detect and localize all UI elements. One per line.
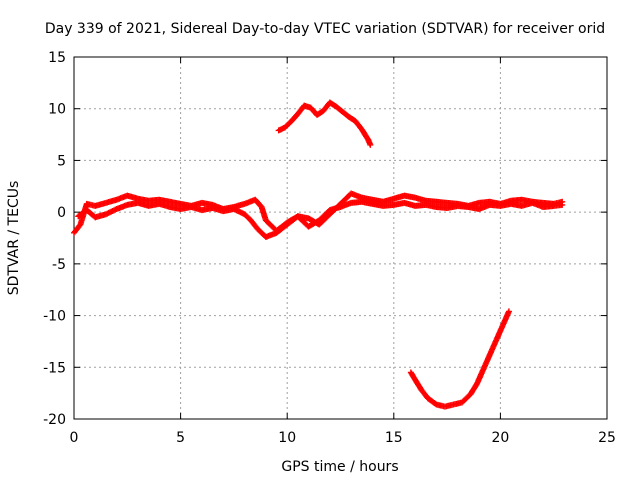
- y-tick-label: -5: [52, 257, 66, 273]
- series-upper-segment: [275, 99, 374, 148]
- y-axis-label: SDTVAR / TECUs: [6, 181, 22, 296]
- x-axis-label: GPS time / hours: [281, 459, 398, 475]
- x-tick-label: 25: [598, 430, 616, 446]
- x-tick-label: 15: [385, 430, 403, 446]
- y-tick-label: -20: [43, 412, 66, 428]
- y-tick-label: 10: [48, 102, 66, 118]
- data-point: [367, 141, 374, 148]
- x-tick-label: 0: [70, 430, 79, 446]
- series-near-zero-band-B: [75, 198, 566, 240]
- x-tick-label: 20: [491, 430, 509, 446]
- axis-ticks: 0 5 10 15 20 25 -20 -15 -10 -5 0 5 10 15: [43, 50, 616, 446]
- y-tick-label: 0: [57, 205, 66, 221]
- series-near-zero-band-A: [71, 190, 566, 236]
- x-tick-label: 5: [176, 430, 185, 446]
- plot-frame: [73, 56, 608, 420]
- y-tick-label: 5: [57, 153, 66, 169]
- chart-title: Day 339 of 2021, Sidereal Day-to-day VTE…: [45, 21, 605, 37]
- data-point: [559, 201, 566, 208]
- y-tick-label: -15: [43, 360, 66, 376]
- data-points: [71, 99, 566, 410]
- y-tick-label: 15: [48, 50, 66, 66]
- y-tick-label: -10: [43, 309, 66, 325]
- data-point: [505, 308, 512, 315]
- series-lower-segment: [407, 308, 512, 410]
- x-tick-label: 10: [278, 430, 296, 446]
